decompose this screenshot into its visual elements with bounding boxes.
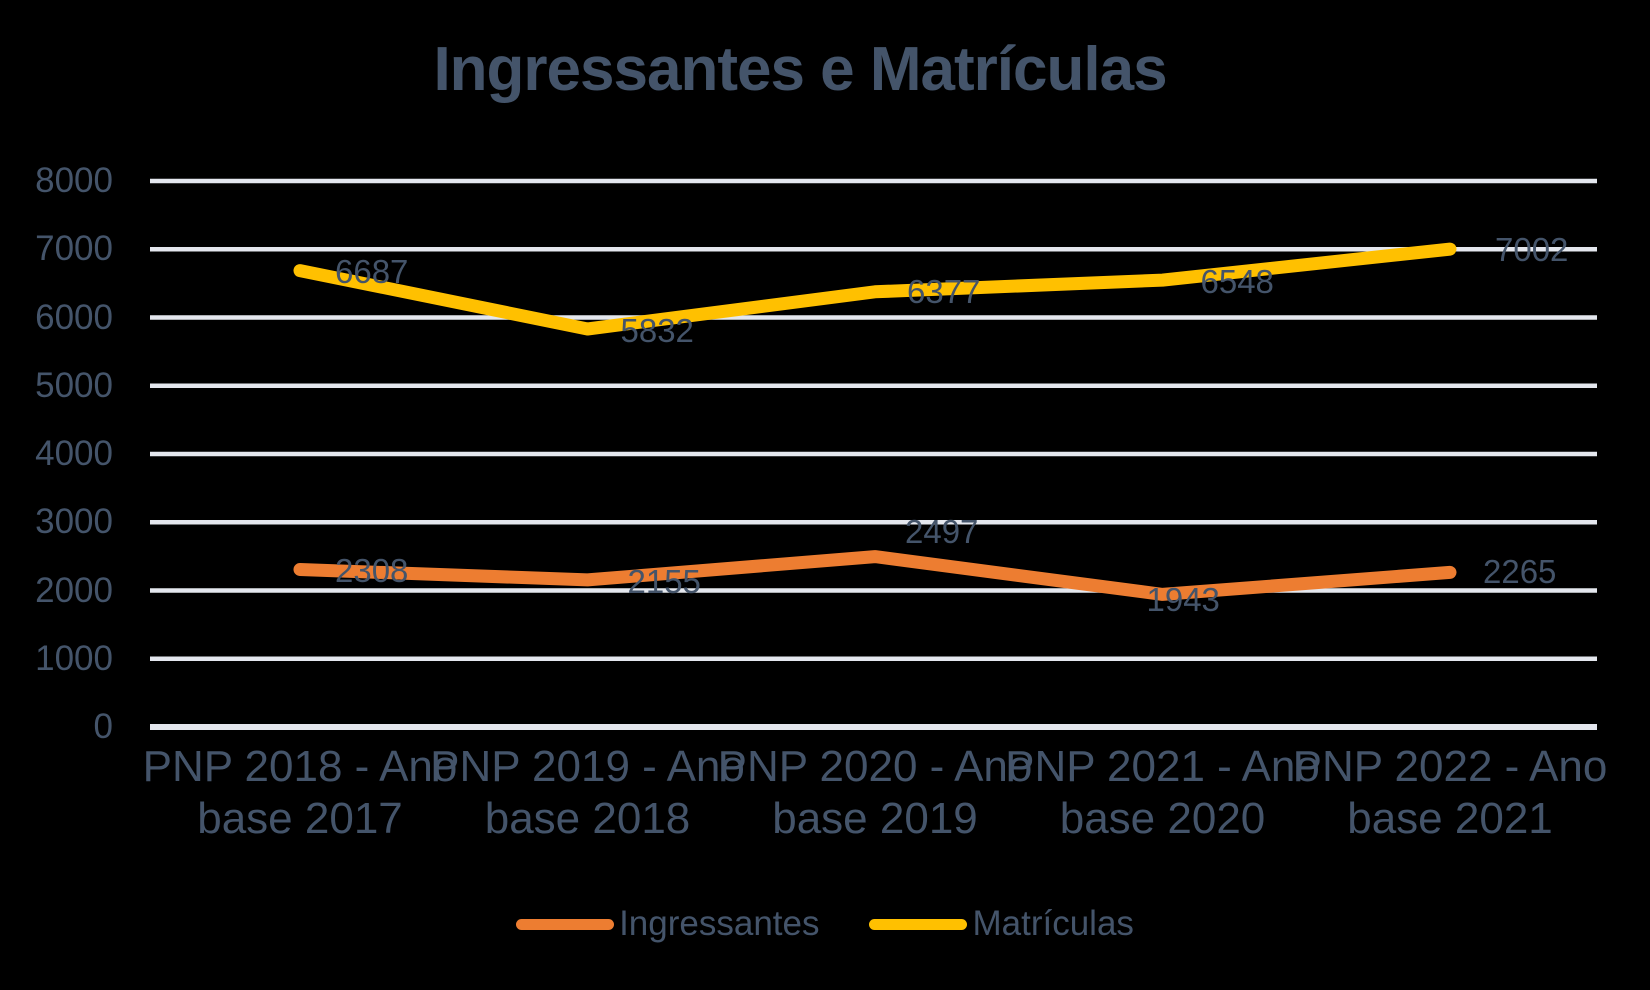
data-label: 1943 [1146,581,1220,619]
y-axis-tick-label: 3000 [35,502,113,542]
series-line-matriculas [293,242,1457,336]
y-axis-tick-label: 2000 [35,570,113,610]
y-axis-tick-label: 1000 [35,638,113,678]
data-label: 6548 [1200,263,1274,301]
legend-item-ingressantes: Ingressantes [516,900,819,948]
y-axis-tick-label: 8000 [35,161,113,200]
legend-label-matriculas: Matrículas [972,904,1134,943]
x-axis-category-label: PNP 2021 - Ano base 2020 [1005,742,1320,843]
y-axis-tick-label: 4000 [35,434,113,473]
legend-swatch-ingressantes [516,918,615,930]
data-label: 2497 [905,512,979,550]
chart-title: Ingressantes e Matrículas [433,35,1167,104]
x-axis-category-label: PNP 2019 - Ano base 2018 [430,742,745,843]
legend: Ingressantes Matrículas [0,900,1650,948]
series-line-ingressantes [293,550,1457,601]
x-axis-category-label: PNP 2020 - Ano base 2019 [717,742,1033,843]
y-axis-tick-label: 5000 [35,365,113,405]
legend-swatch-matriculas [869,918,968,930]
x-axis-category-label: PNP 2022 - Ano base 2021 [1292,742,1608,843]
x-axis-category-label: PNP 2018 - Ano base 2017 [142,742,458,843]
data-label: 2308 [335,552,409,590]
data-label: 6377 [907,272,981,310]
data-label: 6687 [335,252,409,290]
data-label: 7002 [1495,231,1569,269]
data-label: 2155 [627,562,701,600]
data-label: 5832 [620,311,694,349]
y-axis-tick-label: 6000 [35,297,113,337]
legend-label-ingressantes: Ingressantes [619,904,820,943]
data-label: 2265 [1483,553,1557,591]
y-axis-tick-label: 0 [93,707,113,746]
legend-item-matriculas: Matrículas [869,900,1134,948]
y-axis-tick-label: 7000 [35,229,113,269]
